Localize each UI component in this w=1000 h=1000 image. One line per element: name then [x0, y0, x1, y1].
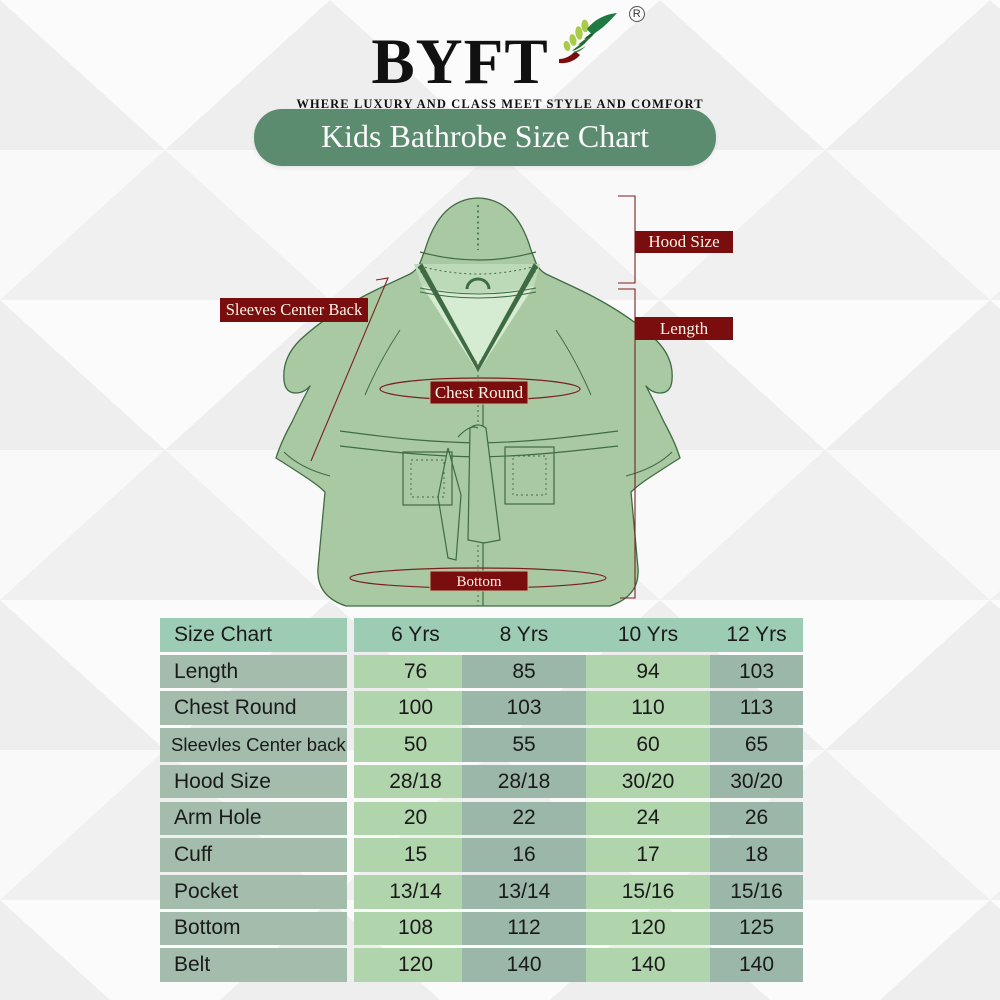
- svg-text:Length: Length: [660, 319, 709, 338]
- svg-text:Hood Size: Hood Size: [648, 232, 719, 251]
- svg-text:Sleeves Center Back: Sleeves Center Back: [226, 300, 363, 319]
- svg-text:Chest Round: Chest Round: [435, 383, 524, 402]
- svg-text:Bottom: Bottom: [456, 574, 501, 590]
